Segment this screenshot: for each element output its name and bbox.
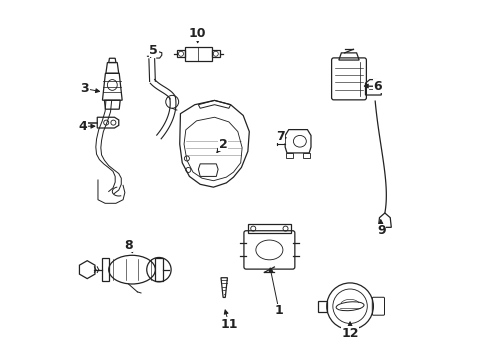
Text: 2: 2: [219, 138, 228, 150]
Text: 5: 5: [149, 44, 158, 57]
Text: 9: 9: [377, 224, 386, 238]
Text: 10: 10: [189, 27, 206, 40]
Text: 7: 7: [276, 130, 285, 143]
Text: 3: 3: [80, 82, 89, 95]
Text: 8: 8: [124, 239, 133, 252]
Text: 6: 6: [373, 80, 382, 93]
Text: 1: 1: [275, 305, 283, 318]
Text: 4: 4: [78, 120, 87, 133]
Text: 11: 11: [220, 318, 238, 331]
Text: 12: 12: [342, 327, 359, 340]
